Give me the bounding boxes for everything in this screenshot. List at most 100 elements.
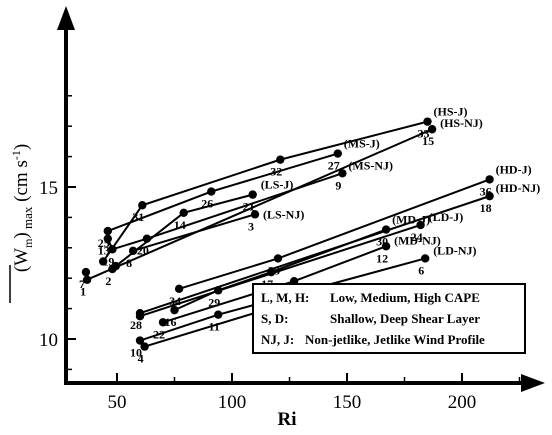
point-label: 10 [130,346,142,360]
data-point [170,305,179,315]
point-label: 9 [335,178,341,192]
series-tag: (LS-NJ) [263,207,304,221]
x-axis-arrow [521,374,545,392]
series-line [178,178,490,290]
data-point [207,187,216,196]
point-label: 28 [130,318,142,332]
data-point [421,254,430,263]
point-label: 20 [137,244,149,258]
y-axis-title-exp: -1 [9,150,23,160]
point-label: 31 [132,210,144,224]
series-tag: (LS-J) [261,178,294,192]
point-label: 25 [98,236,110,250]
y-tick-label: 10 [39,330,58,351]
x-tick-label: 100 [218,392,247,413]
legend-line-1-text: Low, Medium, High CAPE [330,290,480,305]
data-point [381,242,391,251]
series-tag: (HS-J) [434,105,468,119]
data-point [81,267,91,277]
series-line [139,224,421,318]
point-label: 12 [376,251,388,265]
data-point [485,191,494,201]
legend: L, M, H: Low, Medium, High CAPE S, D: Sh… [252,283,526,354]
data-point [338,169,347,178]
legend-line-1-keys: L, M, H: [261,290,309,305]
data-point [108,264,117,274]
point-label: 18 [480,201,492,215]
point-label: 11 [209,320,220,334]
point-label: 3 [248,219,254,233]
point-label: 32 [270,165,282,179]
data-point [103,234,113,243]
point-label: 29 [208,295,220,309]
legend-box [252,283,526,354]
y-axis-title-main: (W [11,248,32,272]
series-tag: (HS-NJ) [440,116,483,130]
data-point [248,190,257,199]
data-point [427,125,437,134]
data-point [333,149,342,158]
data-point [174,284,184,294]
data-point [82,275,92,284]
point-label: 22 [153,327,165,341]
series-tag: (HD-J) [496,162,532,176]
data-point [128,246,138,256]
series-line [139,195,490,315]
series-tag: (MS-NJ) [348,158,393,172]
point-label: 36 [480,184,492,198]
point-label: 26 [201,197,213,211]
legend-line-3-keys: NJ, J: [261,332,294,347]
y-axis-title-sub2: max [20,206,35,232]
point-label: 19 [102,254,114,268]
series-tag: (LD-NJ) [433,243,476,257]
series-line [106,172,343,251]
point-label: 30 [376,235,388,249]
point-label: 35 [268,263,280,277]
series-layer [81,117,494,351]
y-axis-title-close: ) [11,232,32,238]
data-point [416,220,425,230]
data-point [214,310,223,319]
point-label: 7 [79,277,85,291]
y-axis-title-text: (Wm) max (cm s-1) [9,144,35,272]
point-label: 1 [80,285,86,299]
y-axis-arrow [57,6,75,30]
y-axis-title-sub1: m [21,238,35,248]
data-point [250,210,260,219]
point-labels: 313233(HS-J)7115(HS-NJ)252627(MS-J)13192… [79,105,540,366]
point-label: 15 [422,134,434,148]
point-label: 8 [126,256,132,270]
point-label: 14 [174,218,186,232]
point-label: 33 [418,127,430,141]
point-label: 21 [243,200,255,214]
point-label: 13 [98,244,110,258]
data-point [179,208,188,218]
data-point [485,175,494,184]
data-point [140,342,149,351]
data-point [276,155,285,164]
point-label: 24 [411,230,423,244]
series-line [132,213,256,252]
legend-line-2-text: Shallow, Deep Shear Layer [330,311,480,326]
data-point [273,254,283,263]
legend-line-3-text: Non-jetlike, Jetlike Wind Profile [305,332,485,347]
data-point [423,117,432,126]
point-label: 6 [418,263,424,277]
data-point [108,245,117,254]
point-label: 16 [165,315,177,329]
series-tag: (MD-NJ) [394,233,441,247]
point-label: 2 [105,274,111,288]
data-point [103,226,113,236]
legend-line-2-keys: S, D: [261,311,288,326]
y-axis-title-units: (cm s [11,160,32,206]
data-point [138,201,147,210]
series-tag: (MD-J) [392,213,430,227]
series-line [102,120,428,263]
point-label: 34 [169,294,181,308]
data-point [135,312,145,321]
series-tag: (MS-J) [344,137,380,151]
data-point [99,257,108,266]
series-tag: (LD-J) [429,210,464,224]
data-point [135,336,145,345]
